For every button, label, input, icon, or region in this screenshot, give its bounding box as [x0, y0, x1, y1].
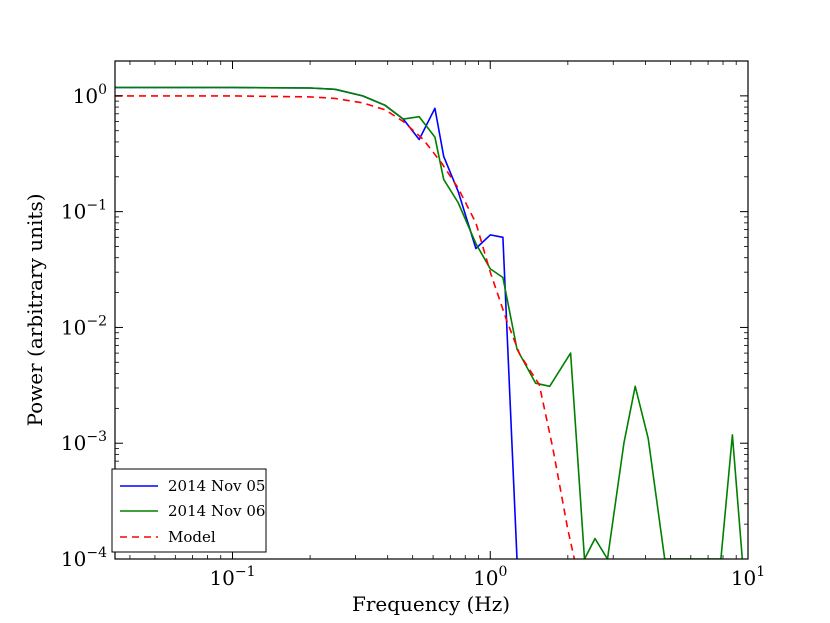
y-tick-label: 10−2: [61, 313, 107, 339]
legend: 2014 Nov 05 2014 Nov 06 Model: [111, 468, 267, 553]
y-tick-label: 10−4: [61, 545, 107, 571]
legend-label-model: Model: [168, 528, 216, 546]
y-tick-label: 10−1: [61, 198, 107, 224]
series-line-2014-nov-06: [115, 86, 744, 559]
legend-label-nov06: 2014 Nov 06: [168, 502, 265, 520]
plot-frame: [114, 60, 749, 560]
y-axis-label: Power (arbitrary units): [23, 193, 47, 426]
series-line-model: [115, 95, 576, 559]
x-axis-label: Frequency (Hz): [352, 592, 510, 616]
x-tick-label: 10−1: [209, 564, 255, 590]
series-layer: [115, 86, 744, 559]
minor-ticks: [115, 60, 748, 559]
legend-label-nov05: 2014 Nov 05: [168, 477, 265, 495]
